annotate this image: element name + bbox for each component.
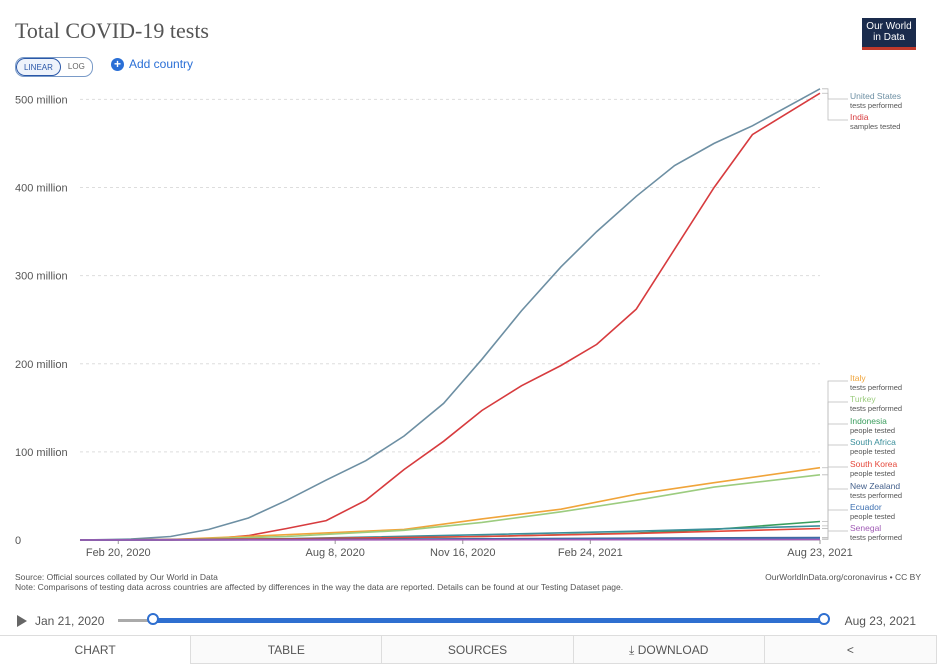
timeline[interactable]: Jan 21, 2020 Aug 23, 2021 xyxy=(15,612,920,630)
timeline-track-active[interactable] xyxy=(153,618,823,623)
series-label: Senegal xyxy=(850,523,881,533)
line-chart[interactable]: 0 100 million 200 million 300 million 400 mi… xyxy=(0,80,937,560)
add-country-label: Add country xyxy=(129,57,194,71)
chart-title: Total COVID-19 tests xyxy=(15,18,209,43)
y-tick-label: 300 million xyxy=(15,271,68,283)
x-tick-label: Feb 20, 2020 xyxy=(86,547,151,559)
series-label: India xyxy=(850,112,869,122)
label-connector xyxy=(822,423,848,522)
series-label: Ecuador xyxy=(850,502,882,512)
series-sublabel: tests performed xyxy=(850,533,902,542)
timeline-track-inactive[interactable] xyxy=(118,619,150,622)
timeline-start-handle[interactable] xyxy=(147,613,159,625)
label-connector xyxy=(822,466,848,529)
play-icon[interactable] xyxy=(17,615,27,627)
linear-button[interactable]: LINEAR xyxy=(16,58,61,76)
label-connector xyxy=(822,88,848,100)
chart-credit[interactable]: OurWorldInData.org/coronavirus • CC BY xyxy=(765,572,921,582)
label-connector xyxy=(822,530,848,540)
label-connector xyxy=(822,92,848,121)
series-sublabel: tests performed xyxy=(850,383,902,392)
series-label: Indonesia xyxy=(850,416,887,426)
tab-bar: CHART TABLE SOURCES ⤓ DOWNLOAD < xyxy=(0,635,937,664)
tab-chart[interactable]: CHART xyxy=(0,636,192,664)
y-tick-label: 400 million xyxy=(15,183,68,195)
series-sublabel: people tested xyxy=(850,426,895,435)
label-connector xyxy=(822,401,848,476)
label-connector xyxy=(822,509,848,539)
label-connector xyxy=(822,488,848,538)
series-sublabel: people tested xyxy=(850,447,895,456)
series-line-senegal xyxy=(79,538,821,541)
series-label: Italy xyxy=(850,373,866,383)
timeline-end-label: Aug 23, 2021 xyxy=(844,614,916,628)
download-label: DOWNLOAD xyxy=(637,643,709,657)
series-sublabel: people tested xyxy=(850,469,895,478)
series-label: United States xyxy=(850,91,901,101)
tab-download[interactable]: ⤓ DOWNLOAD xyxy=(573,636,765,664)
y-tick-label: 0 xyxy=(15,535,21,547)
log-button[interactable]: LOG xyxy=(67,62,85,71)
y-tick-label: 200 million xyxy=(15,359,68,371)
source-text: Source: Official sources collated by Our… xyxy=(15,572,218,582)
note-text[interactable]: Note: Comparisons of testing data across… xyxy=(15,582,624,592)
y-tick-label: 500 million xyxy=(15,94,68,106)
share-button[interactable]: < xyxy=(764,636,937,664)
timeline-end-handle[interactable] xyxy=(818,613,830,625)
x-tick-label: Nov 16, 2020 xyxy=(430,547,495,559)
series-label: New Zealand xyxy=(850,481,900,491)
series-sublabel: people tested xyxy=(850,512,895,521)
label-connector xyxy=(822,444,848,527)
plus-icon: + xyxy=(111,57,124,71)
share-icon: < xyxy=(846,643,854,657)
x-tick-label: Aug 23, 2021 xyxy=(787,547,852,559)
tab-table[interactable]: TABLE xyxy=(191,636,383,664)
series-label: Turkey xyxy=(850,394,876,404)
timeline-start-label: Jan 21, 2020 xyxy=(35,614,105,628)
scale-toggle[interactable]: LINEAR LOG xyxy=(15,57,93,77)
series-sublabel: tests performed xyxy=(850,491,902,500)
series-sublabel: samples tested xyxy=(850,122,900,131)
series-line-india xyxy=(79,92,821,541)
tab-sources[interactable]: SOURCES xyxy=(382,636,574,664)
series-sublabel: tests performed xyxy=(850,404,902,413)
owid-logo[interactable]: Our World in Data xyxy=(862,18,916,50)
add-country-button[interactable]: + Add country xyxy=(111,57,193,71)
download-icon: ⤓ xyxy=(629,643,638,657)
series-label: South Korea xyxy=(850,459,898,469)
series-sublabel: tests performed xyxy=(850,101,902,110)
series-line-united-states xyxy=(79,88,821,541)
x-tick-label: Aug 8, 2020 xyxy=(306,547,365,559)
series-label: South Africa xyxy=(850,437,896,447)
y-tick-label: 100 million xyxy=(15,447,68,459)
chart-source: Source: Official sources collated by Our… xyxy=(15,572,623,592)
x-tick-label: Feb 24, 2021 xyxy=(558,547,623,559)
